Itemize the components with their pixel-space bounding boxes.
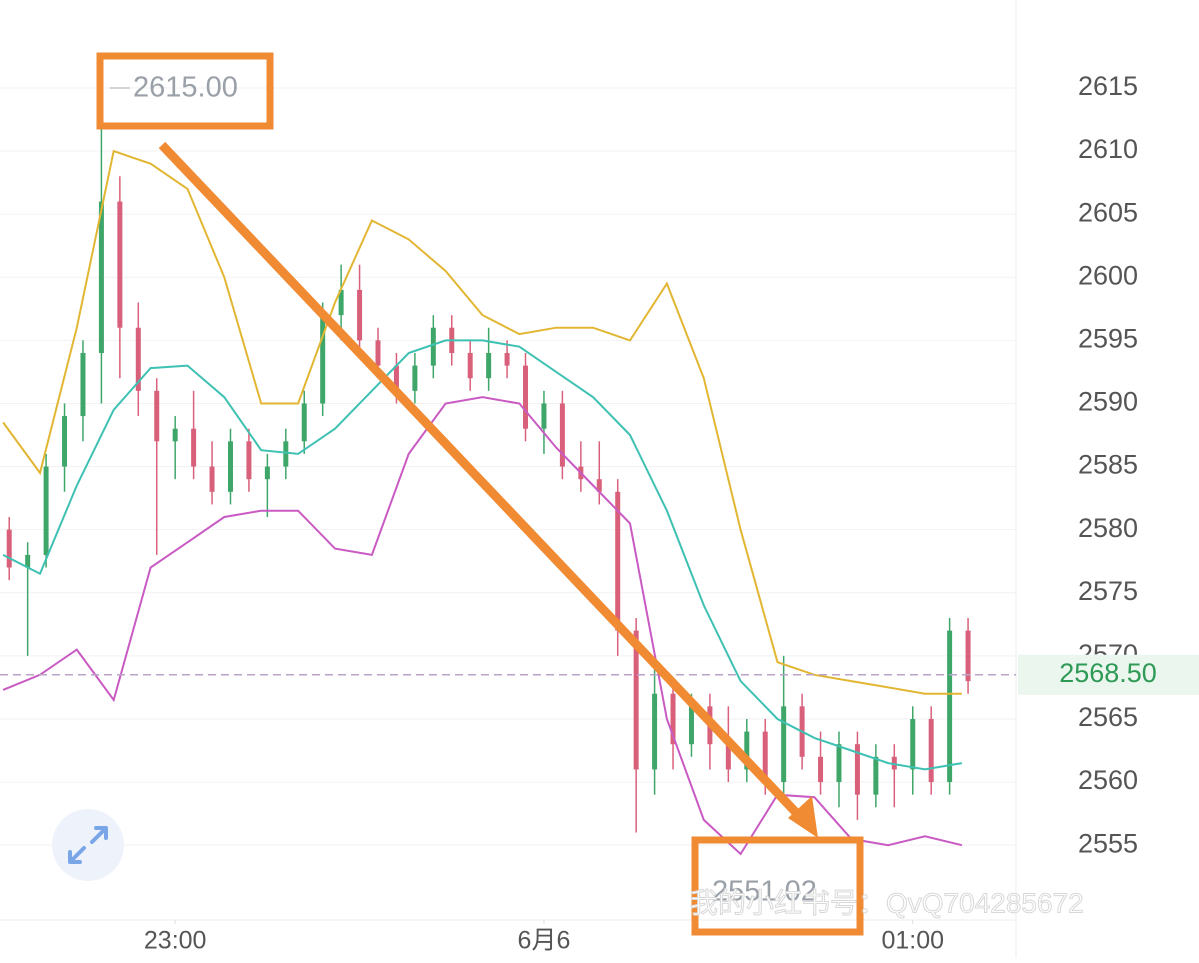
candle-body — [264, 466, 270, 480]
candle-body — [62, 416, 68, 467]
arrow-head — [788, 796, 818, 838]
candle-body — [80, 352, 86, 417]
candle-body — [744, 731, 750, 770]
low-box — [691, 836, 864, 936]
y-tick-label: 2560 — [1078, 765, 1138, 795]
candle-body — [670, 693, 676, 745]
candle-body — [688, 706, 694, 745]
candle-body — [615, 491, 621, 631]
low-annotation: 2551.02 — [712, 876, 817, 908]
y-tick-label: 2600 — [1078, 260, 1138, 290]
x-tick-label: 6月6 — [518, 927, 571, 955]
band-line — [2, 396, 963, 856]
candle-body — [836, 744, 842, 783]
y-tick-label: 2615 — [1078, 71, 1138, 101]
expand-glyph — [68, 826, 108, 864]
candle-body — [25, 554, 31, 568]
candle-body — [430, 327, 436, 366]
candle-body — [301, 403, 307, 442]
expand-button[interactable] — [52, 809, 124, 881]
plot: 2555256025652570257525802585259025952600… — [0, 71, 1199, 955]
candle-body — [6, 529, 12, 568]
candle-body — [467, 352, 473, 379]
candle-body — [191, 428, 197, 467]
candle-body — [504, 352, 510, 366]
candle-body — [725, 744, 731, 770]
candle-body — [652, 693, 658, 770]
arrow-shaft — [158, 141, 809, 826]
x-tick-label: 01:00 — [881, 927, 944, 955]
last-price-box — [1018, 654, 1199, 695]
candle-body — [43, 466, 49, 555]
y-tick-label: 2590 — [1078, 387, 1138, 417]
band-line — [2, 149, 962, 695]
candle-body — [947, 630, 953, 783]
candle-body — [633, 630, 639, 770]
y-tick-label: 2595 — [1078, 323, 1138, 353]
candle-body — [357, 289, 363, 341]
y-tick-label: 2575 — [1078, 576, 1138, 606]
candle-body — [338, 289, 344, 316]
candle-body — [412, 365, 418, 391]
candle-body — [98, 201, 104, 353]
y-tick-label: 2555 — [1078, 828, 1138, 858]
y-tick-label: 2610 — [1078, 134, 1138, 164]
candle-body — [873, 756, 879, 795]
candle-body — [135, 327, 141, 391]
candle-body — [523, 365, 529, 429]
candle-body — [227, 441, 233, 492]
candle-body — [393, 365, 399, 391]
candle-body — [762, 731, 768, 783]
y-tick-label: 2565 — [1078, 702, 1138, 732]
band-line — [2, 339, 963, 771]
candle-body — [172, 428, 178, 442]
candle-body — [818, 756, 824, 783]
watermark: 我的小红书号：QvQ704285672 — [690, 887, 1084, 918]
candle-body — [781, 706, 787, 783]
last-price-label: 2568.50 — [1059, 658, 1157, 688]
candle-body — [596, 479, 602, 492]
candle-body — [486, 352, 492, 379]
candle-body — [559, 403, 565, 467]
y-tick-label: 2580 — [1078, 513, 1138, 543]
candle-body — [209, 466, 215, 492]
candle-body — [965, 630, 971, 682]
candle-body — [246, 441, 252, 480]
expand-icon[interactable] — [52, 809, 124, 881]
candle-body — [910, 718, 916, 770]
candle-body — [541, 403, 547, 429]
high-box — [96, 52, 274, 130]
y-tick-label: 2585 — [1078, 450, 1138, 480]
candle-body — [154, 390, 160, 442]
x-tick-label: 23:00 — [144, 927, 207, 955]
candle-body — [117, 201, 123, 328]
candle-body — [320, 315, 326, 404]
candle-body — [283, 441, 289, 467]
candle-body — [854, 744, 860, 795]
candle-body — [375, 340, 381, 366]
candle-body — [928, 718, 934, 783]
high-annotation: 2615.00 — [133, 72, 238, 104]
y-tick-label: 2605 — [1078, 197, 1138, 227]
